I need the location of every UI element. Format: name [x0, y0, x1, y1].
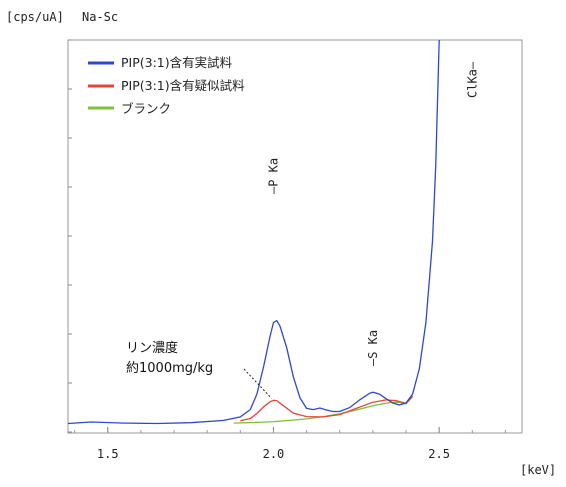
peak-label-s-ka: —S Ka	[366, 330, 380, 366]
legend: PIP(3:1)含有実試料 PIP(3:1)含有疑似試料 ブランク	[88, 55, 245, 116]
y-unit-label: [cps/uA]	[6, 10, 64, 24]
filter-label: Na-Sc	[82, 10, 118, 24]
peak-label-p-ka: —P Ka	[266, 158, 280, 194]
annotation-line-2: 約1000mg/kg	[126, 361, 213, 376]
x-tick-label: 2.0	[263, 447, 285, 461]
series-line-real-sample	[67, 39, 440, 425]
annotation-leader-line	[243, 368, 272, 399]
x-unit-label: [keV]	[520, 463, 556, 477]
legend-label: PIP(3:1)含有実試料	[121, 55, 233, 70]
legend-label: PIP(3:1)含有疑似試料	[121, 78, 245, 93]
x-tick-label: 1.5	[97, 447, 119, 461]
x-tick-label: 2.5	[428, 447, 450, 461]
series-layer	[67, 39, 440, 425]
plot-frame	[67, 39, 523, 434]
legend-label: ブランク	[121, 101, 171, 116]
x-axis-ticks	[74, 427, 506, 433]
y-axis-ticks	[68, 39, 72, 433]
annotation-line-1: リン濃度	[126, 340, 178, 356]
peak-label-cl-ka: ClKa—	[465, 61, 479, 98]
